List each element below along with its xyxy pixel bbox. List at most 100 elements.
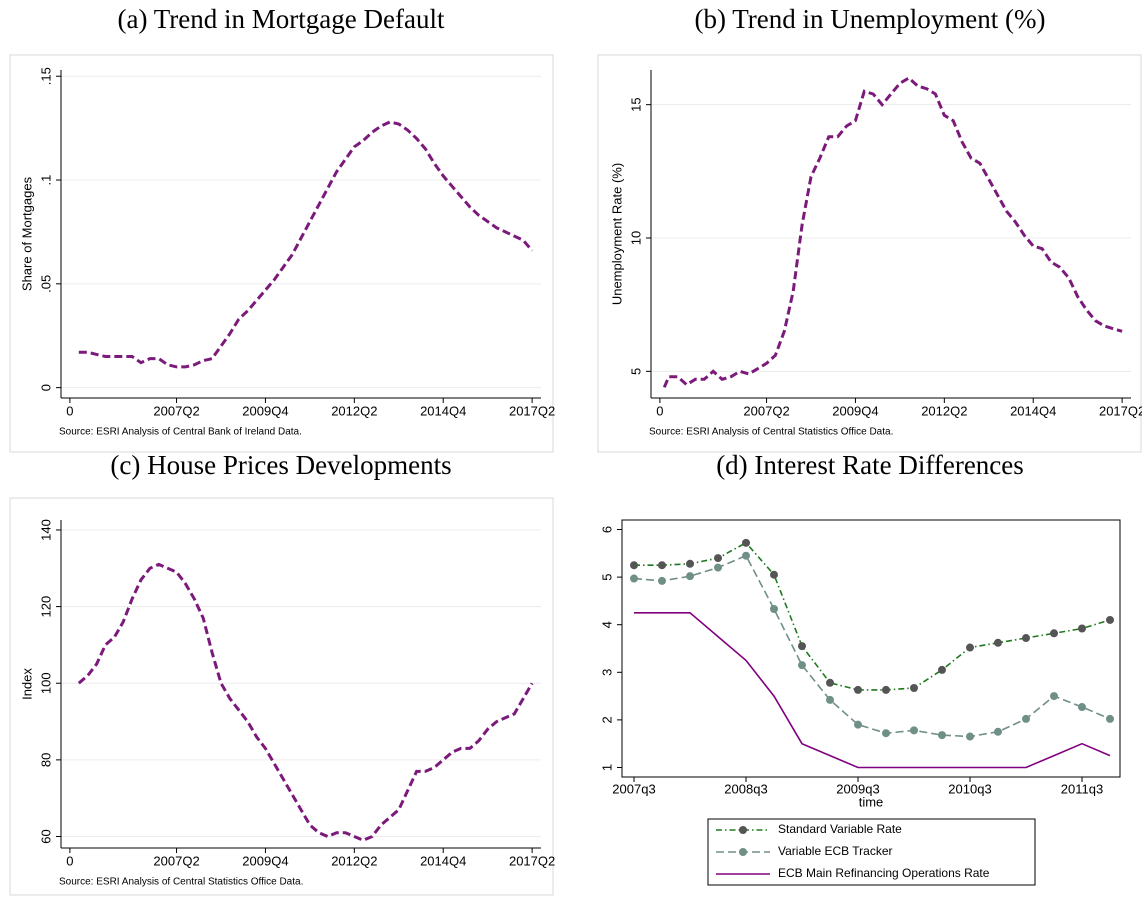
data-point [770,570,778,579]
x-tick-label: 2014Q4 [420,853,466,868]
x-tick-label: 2008q3 [724,781,767,796]
data-point [882,729,890,738]
data-line [634,541,1111,691]
data-point [1050,692,1058,701]
panel-frame [9,497,554,896]
data-point [798,661,806,670]
x-tick-label: 2007Q2 [153,853,199,868]
y-tick-label: .15 [38,67,53,85]
y-tick-label: .1 [38,175,53,186]
x-axis-label: time [859,794,884,809]
data-point [854,720,862,729]
data-point [966,643,974,652]
x-tick-label: 2017Q2 [1099,403,1142,418]
data-point [938,731,946,740]
panel-title: (c) House Prices Developments [110,450,451,480]
legend-label: Standard Variable Rate [778,822,902,836]
x-tick-label: 2012Q2 [331,403,377,418]
data-point [966,732,974,741]
x-tick-label: 2007Q2 [153,403,199,418]
x-tick-label: 2017Q2 [509,853,555,868]
data-line [633,554,1111,738]
y-tick-label: 120 [38,596,53,618]
data-point [686,559,694,568]
data-point [994,727,1002,736]
data-point [854,685,862,694]
panel-frame [9,54,554,453]
data-point [1050,629,1058,638]
x-tick-label: 2007q3 [612,781,655,796]
data-point [1106,714,1114,723]
y-tick-label: 5 [599,573,614,580]
panel-title: (a) Trend in Mortgage Default [118,4,445,34]
y-tick-label: 1 [599,764,614,771]
data-line [77,562,534,842]
x-tick-label: 2014Q4 [1010,403,1056,418]
legend-marker [739,826,747,834]
x-tick-label: 0 [66,403,73,418]
x-tick-label: 2017Q2 [509,403,555,418]
data-point [714,563,722,572]
y-tick-label: 60 [38,829,53,843]
y-tick-label: 3 [599,669,614,676]
data-point [994,638,1002,647]
panel-title: (b) Trend in Unemployment (%) [695,4,1046,34]
y-tick-label: 5 [628,368,643,375]
y-tick-label: 4 [599,621,614,628]
data-point [714,554,722,563]
data-line [662,76,1123,388]
data-point [1022,714,1030,723]
data-point [882,685,890,694]
y-axis-label: Index [19,668,34,700]
legend-label: ECB Main Refinancing Operations Rate [778,866,990,880]
x-tick-label: 2009Q4 [832,403,878,418]
x-tick-label: 2014Q4 [420,403,466,418]
data-point [686,572,694,581]
panel-title: (d) Interest Rate Differences [716,450,1024,480]
x-tick-label: 2009Q4 [242,403,288,418]
data-point [1022,634,1030,643]
source-note: Source: ESRI Analysis of Central Statist… [649,427,893,438]
data-point [1078,703,1086,712]
data-line [634,612,1111,769]
data-point [1078,624,1086,633]
y-tick-label: .05 [38,275,53,293]
data-line [78,120,534,369]
data-point [658,576,666,585]
y-axis-label: Share of Mortgages [19,176,34,291]
data-point [910,726,918,735]
data-point [742,538,750,547]
data-point [798,642,806,651]
plot-box [621,519,1121,778]
data-point [658,561,666,570]
legend-marker [739,848,747,856]
data-point [826,695,834,704]
y-tick-label: 15 [628,97,643,111]
x-tick-label: 2010q3 [948,781,991,796]
y-tick-label: 100 [38,672,53,694]
x-tick-label: 0 [66,853,73,868]
data-point [742,551,750,560]
legend-label: Variable ECB Tracker [778,844,893,858]
source-note: Source: ESRI Analysis of Central Bank of… [59,427,302,438]
x-tick-label: 2009Q4 [242,853,288,868]
y-tick-label: 6 [599,526,614,533]
y-tick-label: 2 [599,716,614,723]
data-point [910,684,918,693]
y-tick-label: 80 [38,753,53,767]
x-tick-label: 2011q3 [1061,781,1103,796]
source-note: Source: ESRI Analysis of Central Statist… [59,877,303,888]
data-point [1106,615,1114,624]
y-tick-label: 140 [38,519,53,541]
y-axis-label: Unemployment Rate (%) [609,163,624,305]
data-point [938,665,946,674]
x-tick-label: 2012Q2 [331,853,377,868]
data-point [826,678,834,687]
x-tick-label: 2007Q2 [743,403,789,418]
y-tick-label: 0 [38,384,53,391]
data-point [630,561,638,570]
panel-frame [597,54,1142,453]
x-tick-label: 2012Q2 [921,403,967,418]
